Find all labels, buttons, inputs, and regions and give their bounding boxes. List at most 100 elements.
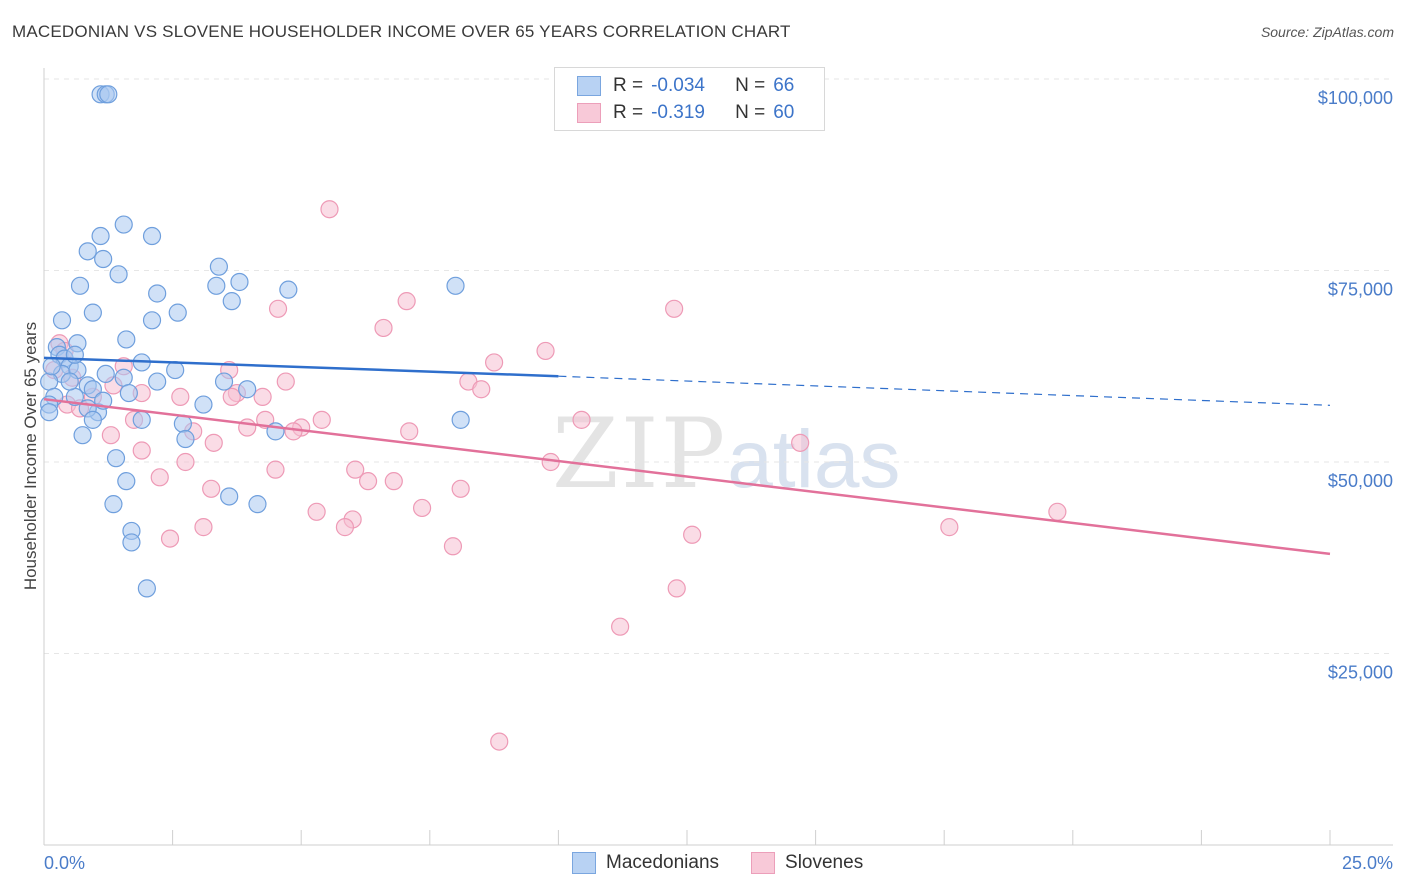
slovene-point	[611, 617, 630, 636]
macedonian-point	[209, 257, 228, 276]
slovene-point	[791, 433, 810, 452]
legend-r-label: R =	[613, 102, 644, 123]
legend-swatch-slovenes	[751, 852, 776, 874]
macedonian-point	[117, 330, 136, 349]
slovene-point	[451, 479, 470, 498]
macedonian-point	[142, 226, 162, 246]
slovene-point	[400, 422, 419, 441]
macedonian-point	[91, 226, 110, 246]
slovene-point	[667, 579, 686, 598]
legend-label-slovenes: Slovenes	[785, 852, 864, 873]
legend-label-macedonians: Macedonians	[606, 852, 720, 873]
legend-r-label: R =	[613, 75, 644, 96]
x-tick-label-max: 25.0%	[1342, 853, 1393, 873]
slovene-point	[665, 299, 684, 318]
macedonian-trend-extension	[558, 375, 1331, 406]
y-tick-label: $75,000	[1328, 280, 1393, 300]
slovene-point	[194, 518, 213, 537]
slovene-point	[171, 387, 190, 406]
chart-title: MACEDONIAN VS SLOVENE HOUSEHOLDER INCOME…	[12, 22, 791, 41]
macedonian-point	[65, 345, 84, 364]
macedonian-point	[230, 272, 249, 292]
macedonian-point	[40, 372, 59, 391]
macedonian-point	[238, 380, 257, 399]
slovene-point	[150, 468, 169, 487]
slovene-point	[412, 498, 432, 518]
macedonian-point	[214, 372, 234, 391]
macedonian-point	[166, 360, 185, 380]
legend-n-value: 60	[773, 102, 795, 123]
legend-n-label: N =	[735, 75, 766, 96]
legend-swatch-slovenes	[577, 103, 601, 123]
x-tick-label-min: 0.0%	[44, 853, 85, 873]
macedonian-point	[114, 368, 133, 387]
y-tick-label: $25,000	[1328, 663, 1393, 683]
macedonian-point	[83, 410, 102, 429]
slovene-point	[397, 292, 416, 311]
slovene-point	[346, 460, 365, 479]
macedonian-point	[248, 495, 267, 514]
macedonian-point	[94, 249, 113, 269]
legend-n-label: N =	[735, 102, 766, 123]
trend-lines	[43, 356, 1331, 556]
legend-swatch-macedonians	[572, 852, 596, 874]
macedonian-point	[60, 372, 79, 391]
macedonian-point	[132, 410, 151, 429]
macedonian-point	[78, 242, 97, 261]
macedonian-point	[446, 276, 465, 295]
macedonian-point	[148, 372, 167, 391]
macedonian-point	[114, 215, 133, 234]
y-tick-labels: $25,000 $50,000 $75,000 $100,000	[1318, 88, 1393, 683]
slovene-point	[384, 472, 403, 491]
slovene-point	[490, 732, 509, 751]
slovene-point	[284, 422, 303, 441]
macedonian-point	[73, 426, 92, 445]
slovene-point	[222, 387, 241, 406]
macedonian-point	[194, 395, 213, 414]
axis-labels: Householder Income Over 65 years 0.0% 25…	[21, 322, 1393, 873]
slovene-point	[443, 537, 463, 556]
slovene-point	[312, 410, 331, 429]
macedonian-point	[99, 85, 118, 104]
slovene-point	[276, 372, 295, 391]
slovene-point	[176, 452, 195, 472]
legend-row-slovenes: R = -0.319 N = 60	[577, 99, 794, 127]
macedonian-point	[96, 364, 115, 384]
slovene-trend-line	[43, 397, 1331, 556]
legend-r-value: -0.034	[651, 75, 705, 96]
macedonian-point	[104, 495, 123, 514]
macedonian-trend-line	[43, 356, 559, 378]
macedonian-point	[451, 410, 470, 429]
macedonian-point	[83, 303, 102, 322]
slovene-point	[485, 353, 504, 372]
macedonian-point	[52, 311, 72, 330]
slovene-point	[101, 426, 120, 445]
macedonian-point	[137, 579, 156, 598]
watermark: ZIPatlas	[552, 398, 900, 510]
slovene-point	[160, 529, 180, 548]
x-tick-marks	[43, 830, 1331, 845]
legend-row-macedonians: R = -0.034 N = 66	[577, 72, 794, 100]
y-tick-label: $100,000	[1318, 88, 1393, 108]
slovene-point	[335, 518, 355, 537]
slovene-point	[266, 460, 285, 479]
slovene-point	[358, 472, 378, 491]
slovene-point	[238, 418, 257, 437]
macedonian-point	[70, 276, 90, 295]
slovene-point	[683, 525, 702, 544]
slovene-point	[472, 380, 491, 399]
legend-r-value: -0.319	[651, 102, 705, 123]
legend-n-value: 66	[773, 75, 795, 96]
macedonian-point	[106, 449, 126, 468]
source-label: Source: ZipAtlas.com	[1260, 24, 1394, 40]
macedonian-point	[119, 383, 138, 403]
macedonian-point	[109, 265, 128, 284]
watermark-atlas: atlas	[727, 414, 901, 505]
correlation-legend: R = -0.034 N = 66 R = -0.319 N = 60	[554, 67, 825, 131]
slovene-point	[253, 387, 272, 406]
slovene-point	[1048, 502, 1067, 521]
macedonian-point	[40, 403, 59, 422]
macedonian-point	[168, 303, 187, 322]
y-tick-label: $50,000	[1328, 471, 1393, 491]
